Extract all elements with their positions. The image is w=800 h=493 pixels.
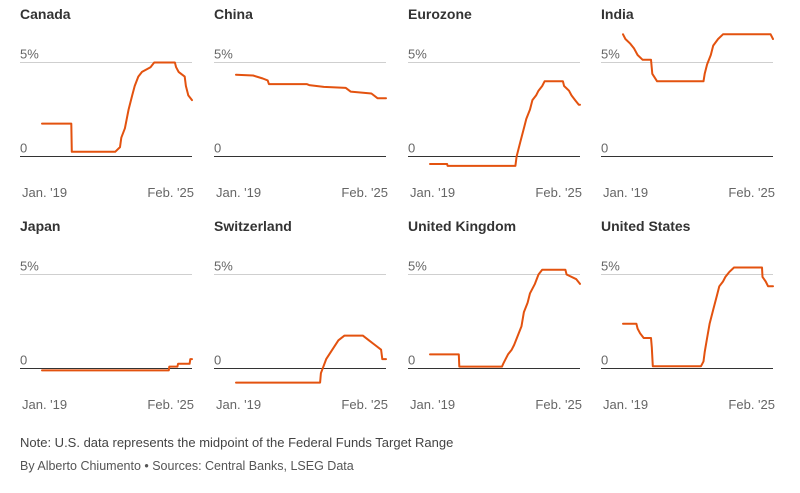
x-tick-label-start: Jan. '19 xyxy=(216,397,262,412)
y-tick-label: 0 xyxy=(214,141,221,156)
chart-panel-eurozone: Eurozone 5% 0 Jan. '19 Feb. '25 xyxy=(408,6,582,200)
policy-rate-line xyxy=(429,80,581,167)
y-tick-label: 0 xyxy=(20,141,27,156)
chart-panel-united-states: United States 5% 0 Jan. '19 Feb. '25 xyxy=(601,218,775,412)
panel-plot: 5% 0 xyxy=(20,47,193,157)
x-tick-label-end: Feb. '25 xyxy=(728,397,775,412)
panel-plot: 5% 0 xyxy=(214,259,387,384)
y-tick-label: 5% xyxy=(408,259,427,274)
policy-rate-line xyxy=(429,268,581,368)
y-tick-label: 5% xyxy=(214,47,233,62)
panel-plot: 5% 0 xyxy=(601,33,774,157)
y-tick-label: 5% xyxy=(601,47,620,62)
x-tick-label-end: Feb. '25 xyxy=(535,397,582,412)
chart-panel-switzerland: Switzerland 5% 0 Jan. '19 Feb. '25 xyxy=(214,218,388,412)
chart-credit: By Alberto Chiumento • Sources: Central … xyxy=(20,459,354,473)
x-tick-label-end: Feb. '25 xyxy=(147,185,194,200)
y-tick-label: 5% xyxy=(601,259,620,274)
x-tick-label-start: Jan. '19 xyxy=(410,185,456,200)
panel-plot: 5% 0 xyxy=(408,259,581,369)
policy-rate-line xyxy=(41,61,193,153)
y-tick-label: 0 xyxy=(408,141,415,156)
y-tick-label: 5% xyxy=(214,259,233,274)
chart-panel-india: India 5% 0 Jan. '19 Feb. '25 xyxy=(601,6,775,200)
x-tick-label-start: Jan. '19 xyxy=(410,397,456,412)
chart-panel-united-kingdom: United Kingdom 5% 0 Jan. '19 Feb. '25 xyxy=(408,218,582,412)
policy-rate-line xyxy=(235,73,387,100)
chart-panel-japan: Japan 5% 0 Jan. '19 Feb. '25 xyxy=(20,218,194,412)
panel-title: United Kingdom xyxy=(408,218,517,234)
policy-rate-line xyxy=(622,266,774,368)
chart-panel-canada: Canada 5% 0 Jan. '19 Feb. '25 xyxy=(20,6,194,200)
x-tick-label-end: Feb. '25 xyxy=(535,185,582,200)
panel-title: Switzerland xyxy=(214,218,292,234)
y-tick-label: 0 xyxy=(601,141,608,156)
chart-panel-china: China 5% 0 Jan. '19 Feb. '25 xyxy=(214,6,388,200)
panel-plot: 5% 0 xyxy=(601,259,774,369)
panel-plot: 5% 0 xyxy=(214,47,387,157)
panel-title: Japan xyxy=(20,218,61,234)
x-tick-label-start: Jan. '19 xyxy=(603,397,649,412)
panel-plot: 5% 0 xyxy=(20,259,193,372)
x-tick-label-start: Jan. '19 xyxy=(22,397,68,412)
policy-rate-line xyxy=(622,33,774,83)
x-tick-label-end: Feb. '25 xyxy=(147,397,194,412)
y-tick-label: 0 xyxy=(20,353,27,368)
panel-title: India xyxy=(601,6,634,22)
y-tick-label: 0 xyxy=(408,353,415,368)
y-tick-label: 5% xyxy=(408,47,427,62)
panel-title: Eurozone xyxy=(408,6,472,22)
x-tick-label-start: Jan. '19 xyxy=(22,185,68,200)
x-tick-label-start: Jan. '19 xyxy=(603,185,649,200)
y-tick-label: 5% xyxy=(20,47,39,62)
panel-plot: 5% 0 xyxy=(408,47,581,167)
chart-note: Note: U.S. data represents the midpoint … xyxy=(20,435,454,450)
panel-title: United States xyxy=(601,218,691,234)
x-tick-label-end: Feb. '25 xyxy=(341,185,388,200)
panel-title: China xyxy=(214,6,253,22)
y-tick-label: 0 xyxy=(601,353,608,368)
y-tick-label: 5% xyxy=(20,259,39,274)
x-tick-label-start: Jan. '19 xyxy=(216,185,262,200)
x-tick-label-end: Feb. '25 xyxy=(341,397,388,412)
policy-rate-line xyxy=(235,334,387,384)
y-tick-label: 0 xyxy=(214,353,221,368)
x-tick-label-end: Feb. '25 xyxy=(728,185,775,200)
panel-title: Canada xyxy=(20,6,71,22)
policy-rate-line xyxy=(41,358,193,372)
